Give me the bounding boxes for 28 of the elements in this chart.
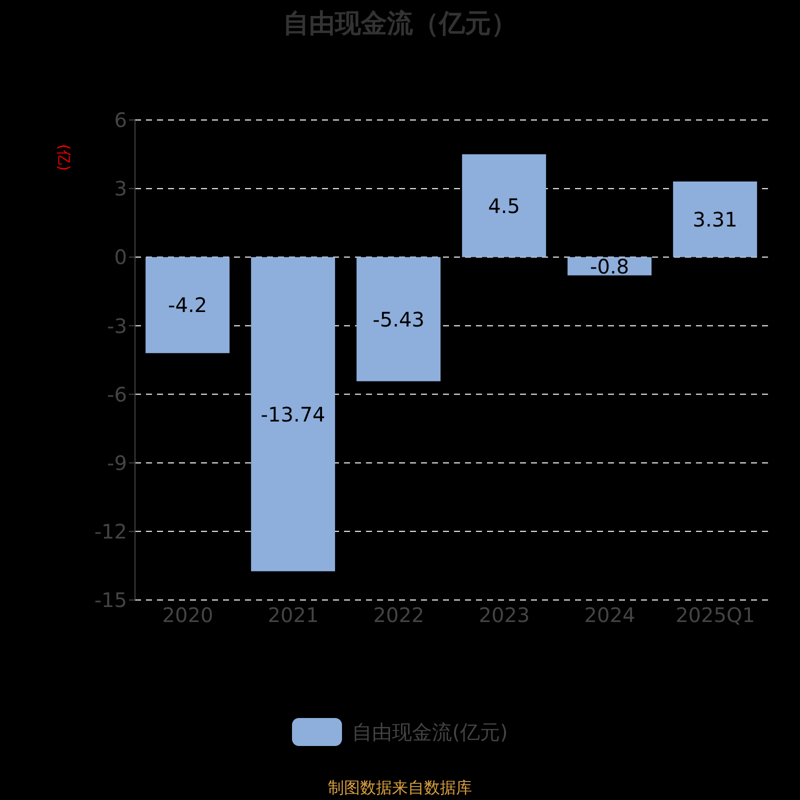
y-tick-label: -12 bbox=[94, 520, 127, 544]
y-tick-label: -3 bbox=[107, 314, 127, 338]
data-label: -5.43 bbox=[372, 307, 424, 332]
bar bbox=[251, 257, 336, 572]
bar bbox=[146, 257, 230, 354]
x-tick-label: 2022 bbox=[373, 603, 424, 628]
data-label: -4.2 bbox=[168, 293, 208, 318]
data-label: 3.31 bbox=[692, 207, 738, 232]
x-tick-label: 2023 bbox=[478, 603, 530, 628]
y-tick-label: 0 bbox=[114, 245, 127, 270]
y-tick-label: -6 bbox=[107, 382, 127, 406]
data-label: 4.5 bbox=[488, 194, 520, 218]
data-label: -0.8 bbox=[590, 254, 630, 278]
x-tick-label: 2021 bbox=[268, 603, 319, 628]
x-tick-label: 2024 bbox=[584, 603, 636, 628]
bar bbox=[462, 154, 546, 258]
y-axis-title: (亿) bbox=[54, 144, 73, 171]
y-tick-label: 6 bbox=[114, 108, 127, 132]
y-tick-label: -9 bbox=[107, 450, 127, 475]
legend-label: 自由现金流(亿元) bbox=[352, 718, 508, 746]
bar bbox=[673, 181, 758, 258]
y-tick-label: -15 bbox=[94, 588, 127, 612]
x-tick-label: 2025Q1 bbox=[676, 603, 755, 628]
bar bbox=[356, 257, 441, 382]
y-tick-label: 3 bbox=[114, 176, 127, 201]
data-label: -13.74 bbox=[260, 402, 326, 426]
text: 制图数据来自数据库 bbox=[327, 778, 473, 799]
x-tick-label: 2020 bbox=[162, 603, 214, 628]
